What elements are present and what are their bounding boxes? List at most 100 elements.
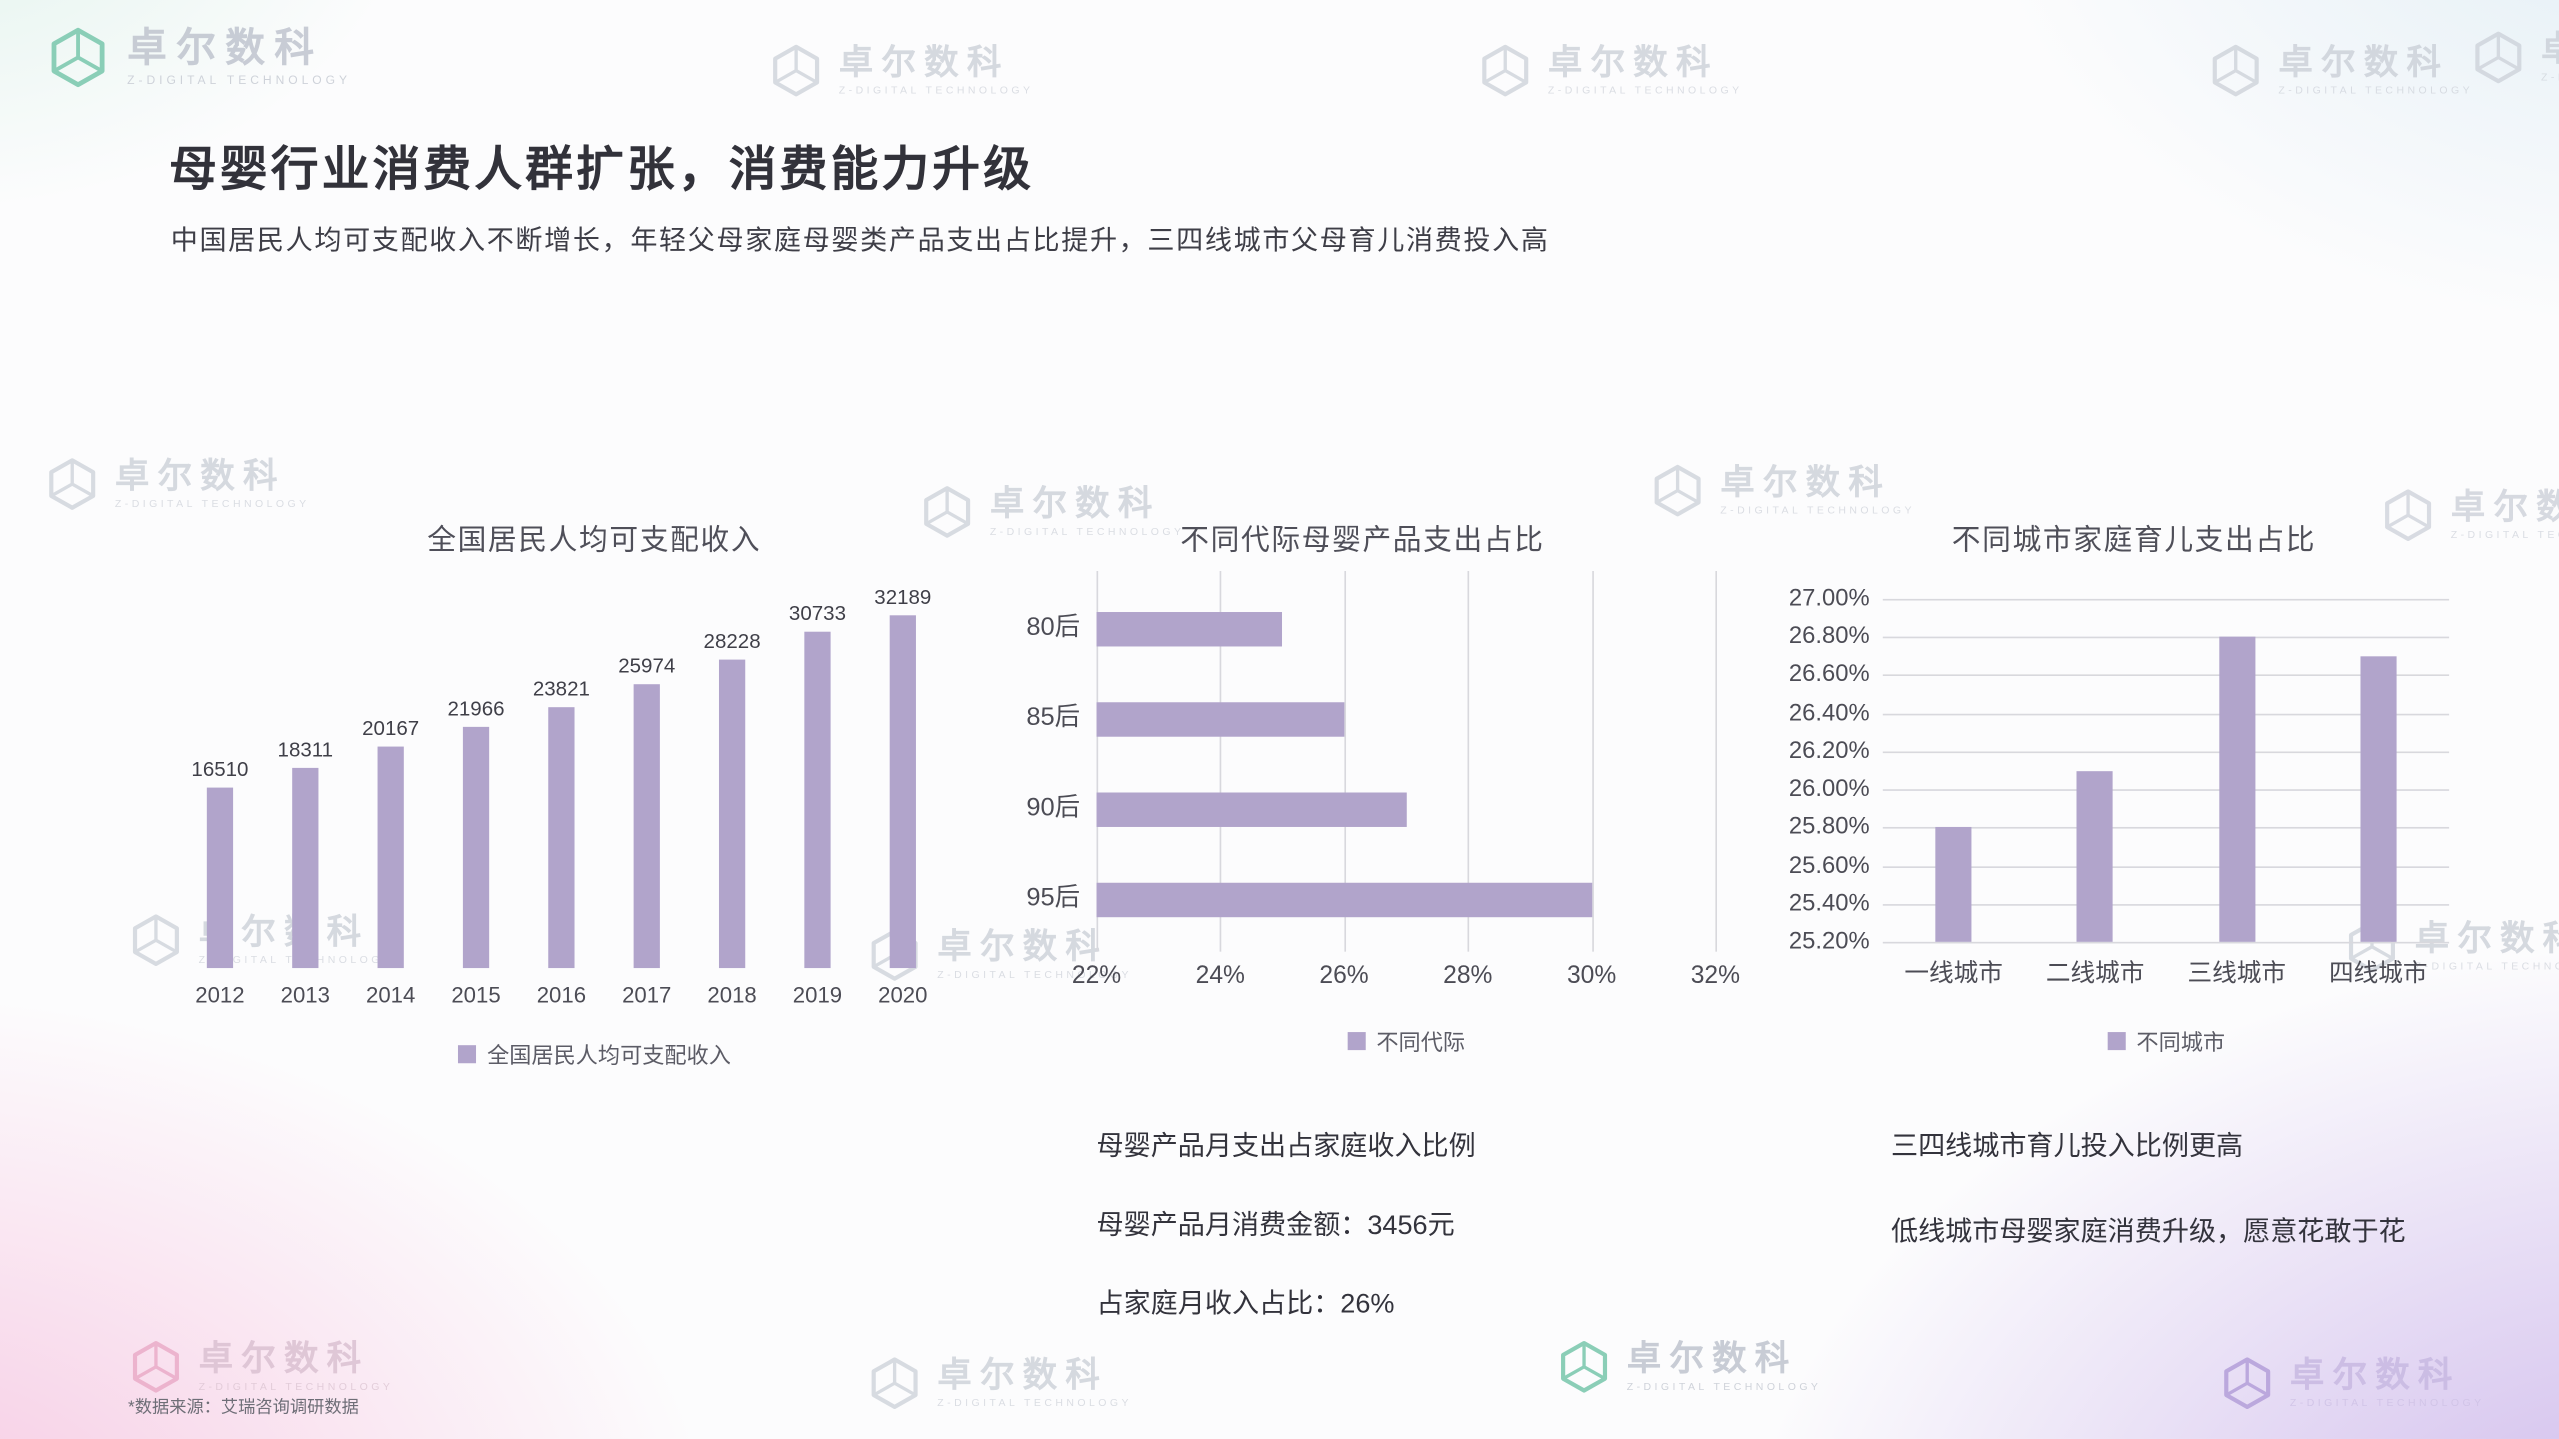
bar-value-label: 23821 [532, 677, 590, 701]
watermark-logo: 卓尔数科 Z-DIGITAL TECHNOLOGY [2380, 487, 2559, 543]
y-tick-label: 26.20% [1788, 738, 1870, 765]
logo-icon [1556, 1339, 1612, 1395]
bar [1935, 827, 1972, 942]
logo-subtext: Z-DIGITAL TECHNOLOGY [2289, 1397, 2485, 1409]
logo-icon [2470, 30, 2526, 86]
legend: 不同城市 [1883, 1024, 2449, 1057]
x-axis-label: 2014 [366, 982, 416, 1008]
logo-subtext: Z-DIGITAL TECHNOLOGY [937, 1397, 1132, 1409]
chart-title: 不同代际母婴产品支出占比 [1180, 523, 1545, 557]
watermark-logo: 卓尔数科 Z-DIGITAL TECHNOLOGY [867, 1355, 1132, 1411]
bar-value-label: 20167 [362, 717, 420, 741]
logo-text: 卓尔数科 [127, 26, 324, 70]
bar [292, 767, 319, 969]
logo-icon [2208, 43, 2264, 99]
logo-icon [128, 912, 184, 968]
x-axis-label: 2013 [280, 982, 330, 1008]
y-tick-label: 26.00% [1788, 776, 1870, 803]
watermark-logo: 卓尔数科 Z-DIGITAL TECHNOLOGY [44, 456, 309, 512]
gridline [1591, 570, 1594, 952]
watermark-logo: 卓尔数科 Z-DIGITAL TECHNOLOGY [768, 43, 1033, 99]
logo-text: 卓尔数科 [2414, 919, 2559, 958]
x-tick-label: 22% [1071, 961, 1122, 990]
bar [889, 615, 916, 969]
bar [718, 658, 746, 969]
logo-text: 卓尔数科 [2541, 32, 2559, 66]
logo-text: 卓尔数科 [198, 1339, 370, 1378]
watermark-logo: 卓尔数科 Z-DIGITAL TECHNOLOGY [867, 927, 1132, 983]
logo-subtext: Z-DIGITAL TECHNOLOGY [1626, 1380, 1822, 1393]
logo-icon [1650, 463, 1706, 519]
y-tick-label: 25.60% [1788, 852, 1870, 879]
legend-label: 不同代际 [1376, 1030, 1466, 1056]
y-tick-label: 26.40% [1788, 700, 1870, 727]
bar-value-label: 28228 [703, 629, 761, 653]
logo-subtext: Z-DIGITAL TECHNOLOGY [1720, 504, 1915, 517]
gridline [1882, 941, 2450, 944]
watermark-logo: 卓尔数科 Z-DIGITAL TECHNOLOGY [2344, 919, 2559, 975]
bar [1096, 792, 1406, 827]
note-line: 三四线城市育儿投入比例更高 [1891, 1132, 2244, 1162]
x-axis: 22% 24% 26% 28% 30% 32% [1072, 962, 1740, 995]
gridline [1882, 751, 2450, 753]
note-paragraph: 低线城市母婴家庭消费升级，愿意花敢于花 [1891, 1217, 2406, 1248]
y-category-label: 80后 [1026, 613, 1081, 642]
x-tick-label: 32% [1690, 961, 1741, 990]
x-axis-label: 2016 [536, 982, 587, 1008]
watermark-logo: 卓尔数科 Z-DIGITAL TECHNOLOGY [2470, 30, 2559, 86]
gridline [1882, 865, 2450, 868]
gridline [1344, 570, 1346, 952]
y-tick-label: 25.80% [1788, 814, 1870, 841]
logo-text: 卓尔数科 [1547, 43, 1719, 82]
logo-subtext: Z-DIGITAL TECHNOLOGY [838, 84, 1034, 96]
watermark-logo: 卓尔数科 Z-DIGITAL TECHNOLOGY [128, 1339, 393, 1395]
bar [804, 631, 831, 969]
legend-label: 不同城市 [2136, 1030, 2226, 1056]
gridline [1882, 789, 2450, 792]
bar [377, 747, 404, 969]
logo-icon [128, 1339, 184, 1395]
y-category-label: 85后 [1026, 703, 1081, 732]
gridline [1882, 636, 2450, 639]
legend-swatch [457, 1044, 476, 1063]
logo-subtext: Z-DIGITAL TECHNOLOGY [127, 73, 351, 87]
logo-icon [46, 25, 110, 89]
legend: 全国居民人均可支配收入 [167, 1037, 1021, 1070]
x-axis-label: 2019 [792, 982, 843, 1008]
bar-column: 21966 2015 [433, 568, 518, 1014]
bar-value-label: 18311 [277, 737, 334, 761]
bar-column: 32189 2020 [860, 568, 945, 1014]
watermark-logo: 卓尔数科 Z-DIGITAL TECHNOLOGY [1650, 463, 1915, 519]
gridline [1882, 713, 2450, 715]
plot-area: 27.00% 26.80% 26.60% 26.40% 26.20% 26.00% 25.8… [1789, 586, 2450, 955]
x-axis-label: 2017 [622, 982, 672, 1008]
logo-text: 卓尔数科 [937, 927, 1109, 966]
plot-area: 16510 2012 18311 2013 20167 2014 21966 2015 2382… [177, 568, 945, 1014]
y-tick-label: 25.40% [1788, 890, 1870, 917]
logo-icon [919, 484, 975, 540]
logo-icon [44, 456, 100, 512]
watermark-logo: 卓尔数科 Z-DIGITAL TECHNOLOGY [2219, 1355, 2484, 1411]
notes-middle: 母婴产品月支出占家庭收入比例 母婴产品月消费金额：3456元 占家庭月收入占比：… [1097, 1132, 1476, 1368]
logo-subtext: Z-DIGITAL TECHNOLOGY [937, 968, 1132, 981]
x-axis: 一线城市 二线城市 三线城市 四线城市 [1883, 955, 2449, 989]
x-axis-label: 2020 [878, 982, 928, 1008]
bar [206, 787, 234, 969]
x-axis-label: 2018 [707, 982, 757, 1008]
watermark-logo: 卓尔数科 Z-DIGITAL TECHNOLOGY [919, 484, 1184, 540]
y-category-label: 95后 [1026, 884, 1081, 913]
bar-value-label: 21966 [447, 697, 505, 721]
bar-column: 25974 2017 [604, 568, 689, 1014]
gridline [1467, 570, 1470, 952]
x-axis-label: 2015 [451, 982, 501, 1008]
chart-disposable-income: 全国居民人均可支配收入 16510 2012 18311 2013 20167 2014 2… [102, 509, 1021, 1087]
bar [1096, 702, 1345, 737]
gridline [1882, 827, 2450, 830]
note-line: 占家庭月收入占比：26% [1096, 1289, 1395, 1320]
notes-right: 三四线城市育儿投入比例更高 低线城市母婴家庭消费升级，愿意花敢于花 [1891, 1132, 2469, 1301]
logo-text: 卓尔数科 [2278, 43, 2450, 82]
gridline [1882, 675, 2450, 677]
gridline [1220, 570, 1222, 952]
bar-value-label: 32189 [874, 585, 932, 609]
